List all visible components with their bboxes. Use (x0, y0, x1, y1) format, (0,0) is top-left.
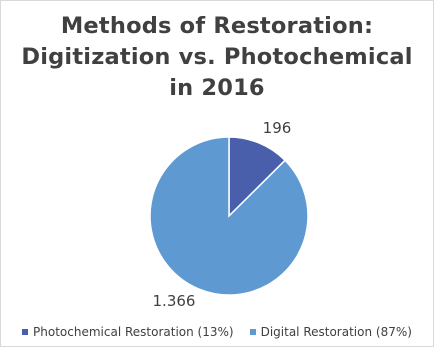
chart-title-line-1: Methods of Restoration: (60, 13, 374, 39)
legend-label-digital: Digital Restoration (87%) (260, 325, 412, 339)
legend-item-digital: Digital Restoration (87%) (249, 325, 412, 339)
legend-swatch-digital (249, 329, 256, 335)
data-label-0: 196 (263, 119, 292, 137)
legend-label-photochemical: Photochemical Restoration (13%) (33, 325, 234, 339)
legend-swatch-photochemical (22, 329, 29, 335)
chart-title-line-3: in 2016 (169, 75, 265, 101)
data-label-1: 1.366 (153, 292, 196, 310)
chart-title-line-2: Digitization vs. Photochemical (21, 44, 413, 70)
legend: Photochemical Restoration (13%) Digital … (1, 325, 433, 339)
legend-item-photochemical: Photochemical Restoration (13%) (22, 325, 234, 339)
pie-slice-0 (228, 136, 287, 218)
chart-title: Methods of Restoration: Digitization vs.… (1, 11, 433, 104)
pie-slice-1 (149, 136, 309, 296)
